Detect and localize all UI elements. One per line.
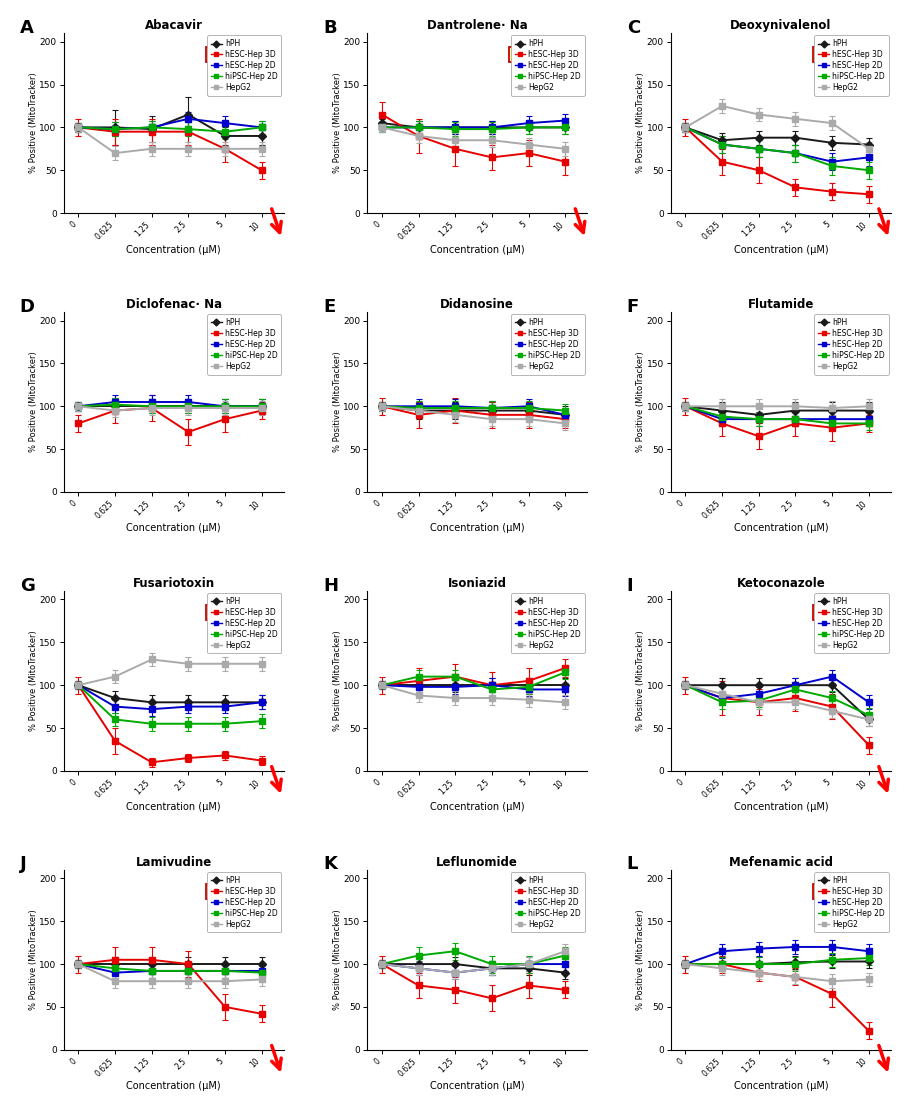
- Bar: [813, 48, 885, 62]
- Legend: hPH, hESC-Hep 3D, hESC-Hep 2D, hiPSC-Hep 2D, HepG2: hPH, hESC-Hep 3D, hESC-Hep 2D, hiPSC-Hep…: [207, 35, 282, 96]
- Text: L: L: [627, 855, 638, 873]
- Title: Flutamide: Flutamide: [747, 298, 814, 311]
- Text: B: B: [324, 19, 337, 36]
- X-axis label: Concentration (μM): Concentration (μM): [734, 802, 828, 812]
- X-axis label: Concentration (μM): Concentration (μM): [126, 1081, 221, 1092]
- Title: Deoxynivalenol: Deoxynivalenol: [730, 19, 832, 32]
- Y-axis label: % Positive (MitoTracker): % Positive (MitoTracker): [333, 909, 342, 1010]
- Legend: hPH, hESC-Hep 3D, hESC-Hep 2D, hiPSC-Hep 2D, HepG2: hPH, hESC-Hep 3D, hESC-Hep 2D, hiPSC-Hep…: [814, 593, 888, 653]
- Y-axis label: % Positive (MitoTracker): % Positive (MitoTracker): [636, 631, 645, 732]
- Legend: hPH, hESC-Hep 3D, hESC-Hep 2D, hiPSC-Hep 2D, HepG2: hPH, hESC-Hep 3D, hESC-Hep 2D, hiPSC-Hep…: [511, 872, 584, 933]
- Title: Ketoconazole: Ketoconazole: [736, 577, 825, 590]
- Text: E: E: [324, 297, 335, 316]
- Y-axis label: % Positive (MitoTracker): % Positive (MitoTracker): [29, 73, 38, 173]
- Legend: hPH, hESC-Hep 3D, hESC-Hep 2D, hiPSC-Hep 2D, HepG2: hPH, hESC-Hep 3D, hESC-Hep 2D, hiPSC-Hep…: [814, 314, 888, 375]
- Y-axis label: % Positive (MitoTracker): % Positive (MitoTracker): [636, 909, 645, 1010]
- Y-axis label: % Positive (MitoTracker): % Positive (MitoTracker): [333, 351, 342, 452]
- X-axis label: Concentration (μM): Concentration (μM): [734, 524, 828, 534]
- Title: Leflunomide: Leflunomide: [436, 855, 518, 869]
- Title: Fusariotoxin: Fusariotoxin: [133, 577, 215, 590]
- Legend: hPH, hESC-Hep 3D, hESC-Hep 2D, hiPSC-Hep 2D, HepG2: hPH, hESC-Hep 3D, hESC-Hep 2D, hiPSC-Hep…: [207, 872, 282, 933]
- Y-axis label: % Positive (MitoTracker): % Positive (MitoTracker): [636, 351, 645, 452]
- Title: Diclofenac· Na: Diclofenac· Na: [125, 298, 222, 311]
- Legend: hPH, hESC-Hep 3D, hESC-Hep 2D, hiPSC-Hep 2D, HepG2: hPH, hESC-Hep 3D, hESC-Hep 2D, hiPSC-Hep…: [207, 593, 282, 653]
- X-axis label: Concentration (μM): Concentration (μM): [126, 524, 221, 534]
- X-axis label: Concentration (μM): Concentration (μM): [734, 1081, 828, 1092]
- Legend: hPH, hESC-Hep 3D, hESC-Hep 2D, hiPSC-Hep 2D, HepG2: hPH, hESC-Hep 3D, hESC-Hep 2D, hiPSC-Hep…: [814, 872, 888, 933]
- Y-axis label: % Positive (MitoTracker): % Positive (MitoTracker): [333, 73, 342, 173]
- Title: Isoniazid: Isoniazid: [448, 577, 506, 590]
- Y-axis label: % Positive (MitoTracker): % Positive (MitoTracker): [29, 909, 38, 1010]
- X-axis label: Concentration (μM): Concentration (μM): [430, 1081, 524, 1092]
- Y-axis label: % Positive (MitoTracker): % Positive (MitoTracker): [29, 351, 38, 452]
- Bar: [813, 884, 885, 898]
- Bar: [813, 604, 885, 620]
- Legend: hPH, hESC-Hep 3D, hESC-Hep 2D, hiPSC-Hep 2D, HepG2: hPH, hESC-Hep 3D, hESC-Hep 2D, hiPSC-Hep…: [511, 314, 584, 375]
- X-axis label: Concentration (μM): Concentration (μM): [430, 802, 524, 812]
- Text: F: F: [627, 297, 639, 316]
- Title: Mefenamic acid: Mefenamic acid: [729, 855, 833, 869]
- X-axis label: Concentration (μM): Concentration (μM): [126, 244, 221, 254]
- Bar: [205, 604, 278, 620]
- Title: Dantrolene· Na: Dantrolene· Na: [427, 19, 527, 32]
- Legend: hPH, hESC-Hep 3D, hESC-Hep 2D, hiPSC-Hep 2D, HepG2: hPH, hESC-Hep 3D, hESC-Hep 2D, hiPSC-Hep…: [814, 35, 888, 96]
- X-axis label: Concentration (μM): Concentration (μM): [126, 802, 221, 812]
- Y-axis label: % Positive (MitoTracker): % Positive (MitoTracker): [29, 631, 38, 732]
- Title: Abacavir: Abacavir: [145, 19, 203, 32]
- X-axis label: Concentration (μM): Concentration (μM): [430, 244, 524, 254]
- Title: Didanosine: Didanosine: [440, 298, 514, 311]
- Text: I: I: [627, 577, 634, 594]
- Bar: [205, 884, 278, 898]
- Text: J: J: [20, 855, 26, 873]
- Bar: [509, 48, 582, 62]
- Title: Lamivudine: Lamivudine: [135, 855, 212, 869]
- Text: A: A: [20, 19, 34, 36]
- X-axis label: Concentration (μM): Concentration (μM): [734, 244, 828, 254]
- Text: C: C: [627, 19, 640, 36]
- Text: K: K: [324, 855, 337, 873]
- Text: H: H: [324, 577, 338, 594]
- Text: D: D: [20, 297, 35, 316]
- X-axis label: Concentration (μM): Concentration (μM): [430, 524, 524, 534]
- Text: G: G: [20, 577, 35, 594]
- Legend: hPH, hESC-Hep 3D, hESC-Hep 2D, hiPSC-Hep 2D, HepG2: hPH, hESC-Hep 3D, hESC-Hep 2D, hiPSC-Hep…: [511, 35, 584, 96]
- Legend: hPH, hESC-Hep 3D, hESC-Hep 2D, hiPSC-Hep 2D, HepG2: hPH, hESC-Hep 3D, hESC-Hep 2D, hiPSC-Hep…: [207, 314, 282, 375]
- Bar: [205, 48, 278, 62]
- Legend: hPH, hESC-Hep 3D, hESC-Hep 2D, hiPSC-Hep 2D, HepG2: hPH, hESC-Hep 3D, hESC-Hep 2D, hiPSC-Hep…: [511, 593, 584, 653]
- Y-axis label: % Positive (MitoTracker): % Positive (MitoTracker): [636, 73, 645, 173]
- Y-axis label: % Positive (MitoTracker): % Positive (MitoTracker): [333, 631, 342, 732]
